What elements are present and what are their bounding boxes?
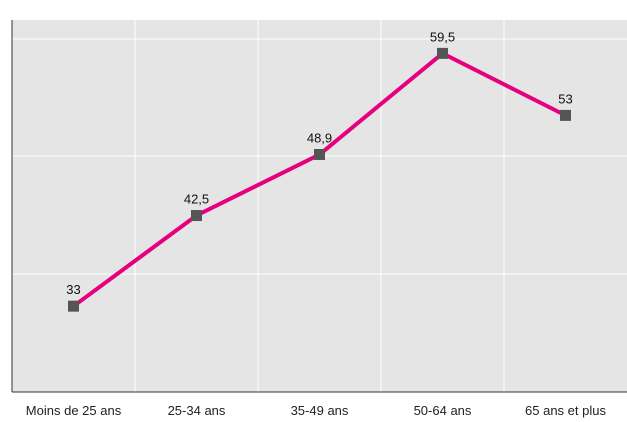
data-point-2: [314, 148, 325, 160]
data-point-4: [560, 109, 571, 121]
vertical-gridlines: [134, 20, 505, 392]
data-label-4: 53: [558, 91, 572, 106]
data-label-2: 48,9: [307, 130, 332, 145]
data-labels: 33 42,5 48,9 59,5 53: [66, 29, 572, 297]
x-tick-label-3: 50-64 ans: [414, 403, 472, 418]
x-tick-label-0: Moins de 25 ans: [26, 403, 122, 418]
data-label-1: 42,5: [184, 192, 209, 207]
data-markers: [68, 47, 571, 312]
data-point-1: [191, 210, 202, 222]
data-point-0: [68, 300, 79, 312]
x-tick-labels: Moins de 25 ans 25-34 ans 35-49 ans 50-64 a…: [26, 403, 607, 418]
data-label-0: 33: [66, 282, 80, 297]
data-point-3: [437, 47, 448, 59]
x-tick-label-1: 25-34 ans: [168, 403, 226, 418]
data-label-3: 59,5: [430, 29, 455, 44]
x-tick-label-4: 65 ans et plus: [525, 403, 606, 418]
plot-background: [12, 20, 627, 392]
x-tick-label-2: 35-49 ans: [291, 403, 349, 418]
